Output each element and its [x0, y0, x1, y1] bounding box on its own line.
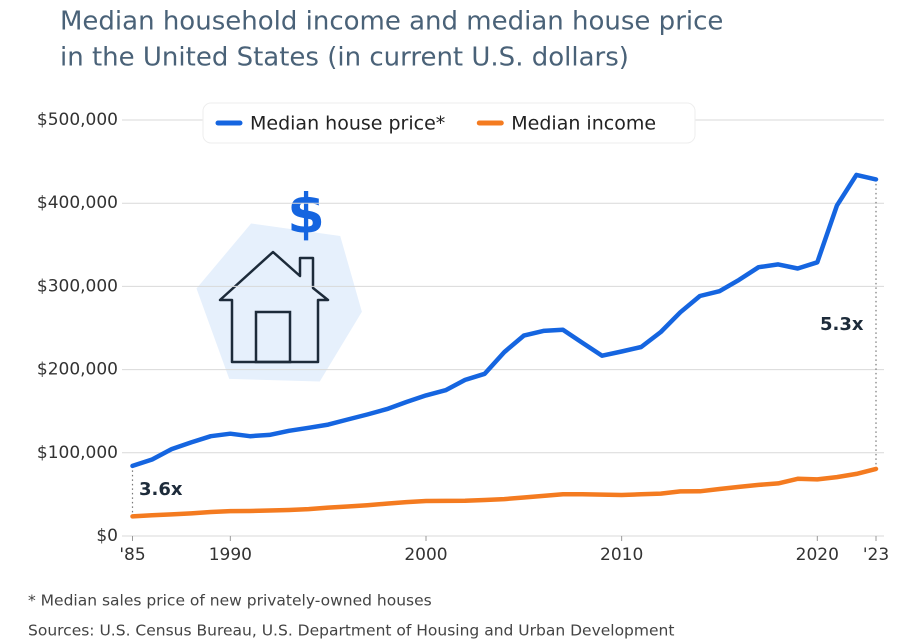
series-line: [130, 466, 879, 519]
house-icon: $: [196, 183, 362, 382]
y-tick-label: $100,000: [37, 443, 118, 463]
series-line: [130, 172, 879, 469]
legend-label: Median house price*: [250, 113, 445, 135]
annotation: 3.6x: [139, 479, 183, 500]
x-tick-label: '85: [119, 545, 145, 565]
annotation: 5.3x: [820, 314, 864, 335]
y-tick-label: $400,000: [37, 193, 118, 213]
y-tick-label: $200,000: [37, 360, 118, 380]
y-tick-label: $500,000: [37, 110, 118, 130]
x-tick-label: 1990: [209, 545, 252, 565]
legend-box: [202, 102, 696, 144]
legend-label: Median income: [511, 113, 656, 135]
y-tick-label: $300,000: [37, 276, 118, 296]
x-tick-label: 2010: [600, 545, 643, 565]
legend: Median house price* Median income: [202, 102, 696, 144]
source: Sources: U.S. Census Bureau, U.S. Depart…: [28, 622, 674, 640]
y-tick-label: $0: [96, 526, 118, 546]
footnote: * Median sales price of new privately-ow…: [28, 592, 432, 610]
svg-text:$: $: [287, 183, 325, 246]
x-tick-label: 2020: [796, 545, 839, 565]
x-tick-label: 2000: [404, 545, 447, 565]
x-tick-label: '23: [863, 545, 889, 565]
chart-title: Median household income and median house…: [60, 7, 723, 37]
chart-title: in the United States (in current U.S. do…: [60, 43, 629, 73]
